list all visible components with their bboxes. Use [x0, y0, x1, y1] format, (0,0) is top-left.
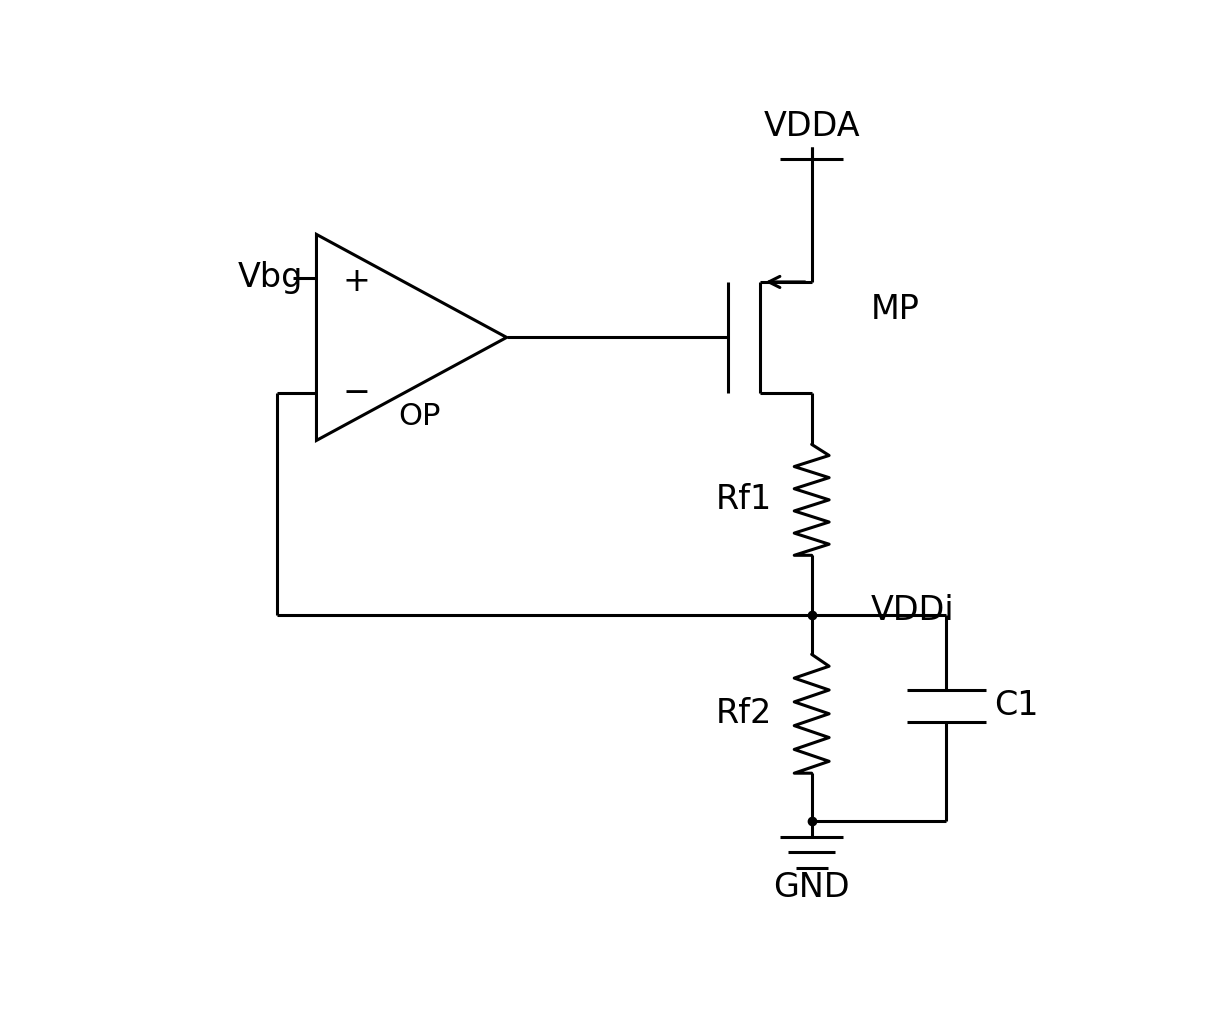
Text: Rf1: Rf1 [716, 484, 772, 517]
Text: Vbg: Vbg [237, 261, 302, 294]
Text: MP: MP [871, 293, 919, 326]
Text: GND: GND [774, 872, 850, 904]
Text: C1: C1 [994, 689, 1039, 722]
Text: +: + [342, 265, 370, 298]
Text: Rf2: Rf2 [716, 698, 772, 731]
Text: −: − [342, 377, 370, 410]
Text: OP: OP [399, 402, 441, 431]
Text: VDDA: VDDA [764, 110, 860, 143]
Text: VDDi: VDDi [871, 595, 954, 628]
